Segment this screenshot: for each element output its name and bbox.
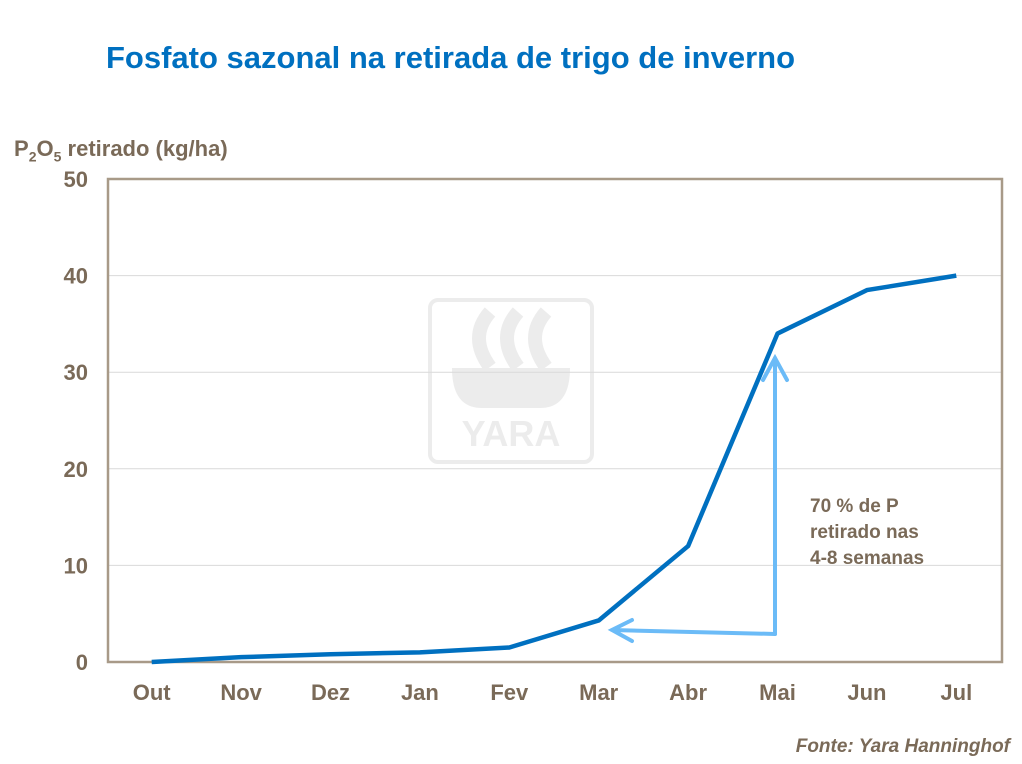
- series-line: [151, 273, 957, 665]
- y-axis-label: P2O5 retirado (kg/ha): [14, 136, 228, 165]
- y-tick-label: 40: [64, 264, 88, 289]
- source-note: Fonte: Yara Hanninghof: [795, 736, 1010, 757]
- x-tick-label: Mai: [759, 680, 796, 705]
- x-tick-label: Mar: [579, 680, 619, 705]
- chart-title: Fosfato sazonal na retirada de trigo de …: [106, 40, 796, 75]
- y-tick-label: 20: [64, 457, 88, 482]
- y-tick-label: 10: [64, 553, 88, 578]
- x-tick-label: Abr: [669, 680, 707, 705]
- annotation-text: 70 % de P retirado nas 4-8 semanas: [810, 496, 925, 569]
- annotation-arrows: [607, 353, 789, 643]
- x-tick-label: Dez: [311, 680, 350, 705]
- x-tick-label: Jul: [940, 680, 972, 705]
- x-tick-label: Out: [133, 680, 172, 705]
- x-tick-label: Fev: [490, 680, 529, 705]
- y-tick-label: 50: [64, 167, 88, 192]
- x-tick-label: Jun: [847, 680, 886, 705]
- x-tick-label: Jan: [401, 680, 439, 705]
- plot-frame: [106, 177, 1004, 664]
- x-tick-label: Nov: [220, 680, 262, 705]
- arrow-left: [607, 618, 777, 643]
- y-tick-label: 30: [64, 360, 88, 385]
- watermark-text: YARA: [462, 413, 561, 454]
- arrow-up: [761, 353, 789, 636]
- yara-logo-watermark: YARA: [428, 298, 594, 464]
- y-tick-label: 0: [76, 650, 88, 675]
